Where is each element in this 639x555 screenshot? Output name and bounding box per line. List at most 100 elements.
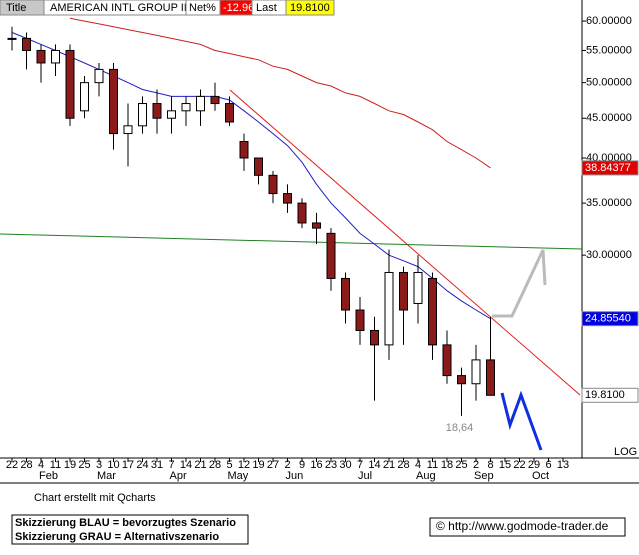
x-tick-label: 21 (194, 459, 206, 471)
month-label: Jun (286, 470, 304, 482)
candle-body (254, 157, 263, 176)
x-tick-label: 7 (168, 459, 174, 471)
x-tick-label: 10 (107, 459, 119, 471)
candle-body (138, 103, 147, 127)
symbol-name: AMERICAN INTL GROUP INC (50, 2, 200, 14)
x-tick-label: 22 (513, 459, 525, 471)
candle-body (471, 359, 481, 385)
last-value-box (285, 0, 335, 16)
month-label: Aug (416, 470, 436, 482)
last-label: Last (256, 2, 277, 14)
candle-body (167, 110, 176, 119)
x-tick-label: 15 (499, 459, 511, 471)
candle-body (239, 141, 249, 159)
credit: Chart erstellt mit Qcharts (34, 492, 156, 504)
month-label: May (228, 470, 249, 482)
candle-body (225, 103, 234, 123)
y-tick-label: 60.00000 (586, 15, 632, 27)
price-label: 38.84377 (585, 162, 631, 174)
candle-body (181, 103, 191, 112)
low-annotation: 18,64 (446, 422, 474, 434)
y-tick-label: 45.00000 (586, 112, 632, 124)
support-line (0, 233, 583, 250)
x-tick-label: 21 (383, 459, 395, 471)
candle-body (36, 49, 46, 64)
x-tick-label: 2 (284, 459, 290, 471)
x-tick-label: 9 (299, 459, 305, 471)
moving-average (11, 32, 491, 320)
net-value: -12.96 (223, 2, 254, 14)
candle-body (326, 232, 336, 279)
x-tick-label: 6 (545, 459, 551, 471)
candle-body (283, 193, 292, 204)
candle-body (196, 95, 205, 112)
price-label: 24.85540 (585, 313, 631, 325)
candle-body (428, 277, 437, 346)
candle-body (341, 277, 350, 311)
x-tick-label: 4 (415, 459, 421, 471)
price-label-box (581, 160, 639, 176)
candle-body (94, 68, 104, 84)
x-tick-label: 28 (209, 459, 221, 471)
moving-average (69, 17, 491, 169)
x-tick-label: 14 (368, 459, 380, 471)
x-tick-label: 11 (50, 459, 61, 471)
x-tick-label: 25 (455, 459, 467, 471)
x-tick-label: 11 (427, 459, 438, 471)
tab: Title (6, 2, 26, 14)
candle-body (268, 174, 278, 195)
x-tick-label: 5 (226, 459, 232, 471)
month-label: Mar (97, 470, 116, 482)
candle-body (312, 222, 321, 229)
x-tick-label: 17 (122, 459, 134, 471)
candle-body (210, 95, 220, 105)
gray-scenario (492, 249, 547, 318)
month-label: Apr (170, 470, 187, 482)
x-tick-label: 24 (136, 459, 148, 471)
trend-line (229, 89, 581, 396)
legend-box (11, 514, 249, 545)
x-tick-label: 22 (6, 459, 18, 471)
blue-scenario (500, 390, 543, 451)
x-tick-label: 25 (78, 459, 90, 471)
url: © http://www.godmode-trader.de (436, 519, 609, 533)
candle-body (486, 359, 495, 396)
candle-body (442, 344, 452, 377)
last-value: 19.8100 (290, 2, 330, 14)
legend-blue: Skizzierung BLAU = bevorzugtes Szenario (15, 517, 236, 529)
candle-body (152, 103, 162, 119)
candle-body (51, 49, 60, 64)
x-tick-label: 12 (238, 459, 250, 471)
x-tick-label: 28 (397, 459, 409, 471)
y-tick-label: 55.00000 (586, 44, 632, 56)
y-tick-label: 50.00000 (586, 77, 632, 89)
candle-body (355, 309, 365, 332)
x-tick-label: 31 (151, 459, 163, 471)
x-tick-label: 2 (473, 459, 479, 471)
price-label-box (581, 387, 639, 403)
x-tick-label: 23 (325, 459, 337, 471)
candle-body (413, 271, 423, 304)
price-label-box (581, 311, 639, 327)
x-tick-label: 19 (64, 459, 76, 471)
x-tick-label: 29 (528, 459, 540, 471)
month-label: Jul (358, 470, 372, 482)
candle-body (123, 125, 133, 135)
x-tick-label: 4 (38, 459, 44, 471)
x-tick-label: 13 (557, 459, 569, 471)
url-box (429, 517, 626, 537)
x-tick-label: 16 (310, 459, 322, 471)
x-tick-label: 8 (487, 459, 493, 471)
candle-body (399, 271, 408, 311)
candle-body (109, 68, 118, 135)
candle-body (370, 330, 379, 346)
x-tick-label: 27 (267, 459, 279, 471)
candle-body (297, 202, 307, 224)
x-tick-label: 28 (20, 459, 32, 471)
x-tick-label: 30 (339, 459, 351, 471)
candle-body (7, 37, 17, 40)
candle-body (80, 82, 89, 112)
x-tick-label: 7 (357, 459, 363, 471)
